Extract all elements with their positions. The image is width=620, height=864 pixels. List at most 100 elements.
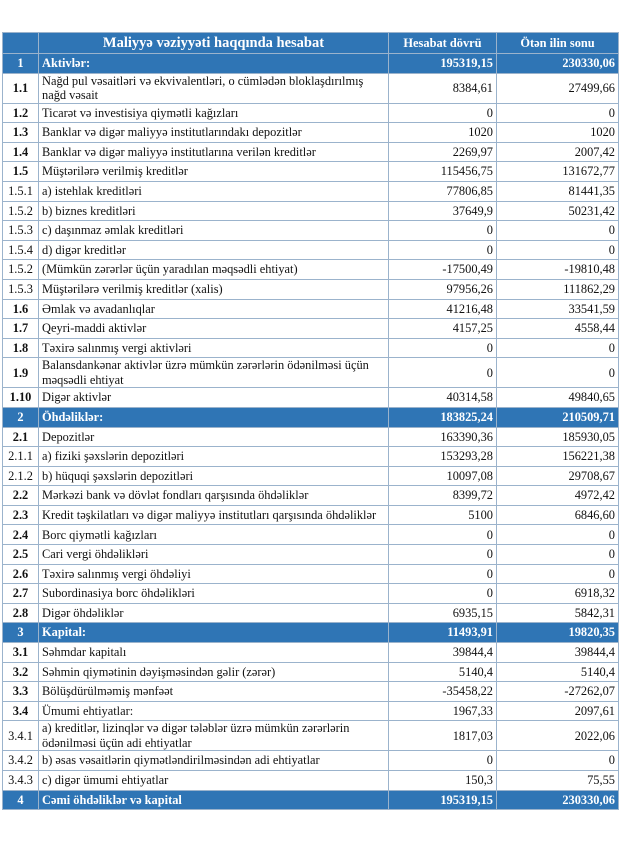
item-row: 3.3 Bölüşdürülməmiş mənfəət -35458,22 -2726… [2, 681, 619, 702]
current-value: 0 [388, 583, 497, 604]
row-label: a) kreditlər, lizinqlər və digər tələblə… [38, 720, 389, 752]
section-row: 4 Cəmi öhdəliklər və kapital 195319,15 2303… [2, 789, 619, 811]
item-row: 2.7 Subordinasiya borc öhdəlikləri 0 6918,3… [2, 583, 619, 604]
row-number: 1.5.2 [2, 259, 39, 280]
row-number: 3 [2, 622, 39, 644]
header-cell [2, 32, 39, 54]
row-label: Kredit təşkilatları və digər maliyyə ins… [38, 504, 389, 526]
current-value: 0 [388, 220, 497, 241]
row-number: 1.5.3 [2, 220, 39, 241]
section-row: 1 Aktivlər: 195319,15 230330,06 [2, 53, 619, 74]
item-row: 3.2 Səhmin qiymətinin dəyişməsindən gəlir… [2, 661, 619, 683]
previous-value: -19810,48 [496, 259, 619, 280]
previous-value: 75,55 [496, 770, 619, 791]
previous-value: 0 [496, 220, 619, 241]
previous-value: 0 [496, 524, 619, 546]
row-number: 2.8 [2, 602, 39, 624]
current-value: 37649,9 [388, 200, 497, 222]
current-value: 0 [388, 544, 497, 565]
previous-value: 131672,77 [496, 161, 619, 182]
current-value: 183825,24 [388, 406, 497, 428]
current-value: 2269,97 [388, 141, 497, 163]
row-number: 1.5.3 [2, 278, 39, 300]
previous-value: 5140,4 [496, 661, 619, 683]
header-row: Maliyyə vəziyyəti haqqında hesabat Hesab… [2, 32, 619, 54]
current-value: 0 [388, 357, 497, 389]
current-value: 41216,48 [388, 298, 497, 320]
item-row: 1.5.2 b) biznes kreditləri 37649,9 50231,42 [2, 200, 619, 222]
row-number: 3.4.1 [2, 720, 39, 752]
item-row: 1.8 Təxirə salınmış vergi aktivləri 0 0 [2, 337, 619, 359]
row-number: 3.4 [2, 700, 39, 722]
row-number: 1.4 [2, 141, 39, 163]
header-title: Maliyyə vəziyyəti haqqında hesabat [38, 32, 389, 54]
row-number: 1.5.4 [2, 239, 39, 261]
item-row: 1.4 Banklar və digər maliyyə institutları… [2, 141, 619, 163]
previous-value: 6846,60 [496, 504, 619, 526]
row-label: Depozitlər [38, 426, 389, 448]
row-label: Subordinasiya borc öhdəlikləri [38, 583, 389, 604]
row-number: 3.4.2 [2, 750, 39, 771]
current-value: 8384,61 [388, 72, 497, 104]
row-number: 2.1.1 [2, 446, 39, 467]
current-value: 5140,4 [388, 661, 497, 683]
row-number: 2.7 [2, 583, 39, 604]
current-value: 1967,33 [388, 700, 497, 722]
current-value: 115456,75 [388, 161, 497, 182]
row-label: Səhmdar kapitalı [38, 642, 389, 663]
item-row: 2.8 Digər öhdəliklər 6935,15 5842,31 [2, 602, 619, 624]
row-label: Müştərilərə verilmiş kreditlər [38, 161, 389, 182]
row-label: Bölüşdürülməmiş mənfəət [38, 681, 389, 702]
row-label: c) digər ümumi ehtiyatlar [38, 770, 389, 791]
current-value: 4157,25 [388, 318, 497, 339]
financial-table: Maliyyə vəziyyəti haqqında hesabat Hesab… [2, 32, 619, 811]
previous-value: 4972,42 [496, 485, 619, 506]
row-label: Banklar və digər maliyyə institutlarında… [38, 122, 389, 143]
section-row: 3 Kapital: 11493,91 19820,35 [2, 622, 619, 644]
item-row: 3.4 Ümumi ehtiyatlar: 1967,33 2097,61 [2, 700, 619, 722]
previous-value: -27262,07 [496, 681, 619, 702]
item-row: 1.2 Ticarət və investisiya qiymətli kağız… [2, 102, 619, 124]
previous-value: 6918,32 [496, 583, 619, 604]
item-row: 1.5.1 a) istehlak kreditləri 77806,85 81441… [2, 180, 619, 202]
current-value: 11493,91 [388, 622, 497, 644]
row-label: Digər öhdəliklər [38, 602, 389, 624]
item-row: 2.5 Cari vergi öhdəlikləri 0 0 [2, 544, 619, 565]
previous-value: 29708,67 [496, 465, 619, 487]
current-value: 8399,72 [388, 485, 497, 506]
previous-value: 0 [496, 750, 619, 771]
row-label: b) əsas vəsaitlərin qiymətləndirilməsind… [38, 750, 389, 771]
item-row: 1.3 Banklar və digər maliyyə institutları… [2, 122, 619, 143]
item-row: 2.1.1 a) fiziki şəxslərin depozitləri 1532… [2, 446, 619, 467]
header-cell: Ötən ilin sonu [496, 32, 619, 54]
row-label: Təxirə salınmış vergi aktivləri [38, 337, 389, 359]
row-label: c) daşınmaz əmlak kreditləri [38, 220, 389, 241]
previous-value: 50231,42 [496, 200, 619, 222]
row-number: 3.3 [2, 681, 39, 702]
previous-value: 2097,61 [496, 700, 619, 722]
item-row: 1.5 Müştərilərə verilmiş kreditlər 115456,… [2, 161, 619, 182]
current-value: 77806,85 [388, 180, 497, 202]
row-label: Qeyri-maddi aktivlər [38, 318, 389, 339]
previous-value: 185930,05 [496, 426, 619, 448]
current-value: 97956,26 [388, 278, 497, 300]
current-value: 195319,15 [388, 789, 497, 811]
row-number: 1.9 [2, 357, 39, 389]
previous-value: 0 [496, 102, 619, 124]
item-row: 1.5.3 Müştərilərə verilmiş kreditlər (xal… [2, 278, 619, 300]
previous-value: 0 [496, 563, 619, 585]
current-value: 1020 [388, 122, 497, 143]
row-number: 2.2 [2, 485, 39, 506]
row-label: d) digər kreditlər [38, 239, 389, 261]
row-label: a) fiziki şəxslərin depozitləri [38, 446, 389, 467]
previous-value: 111862,29 [496, 278, 619, 300]
item-row: 2.1 Depozitlər 163390,36 185930,05 [2, 426, 619, 448]
current-value: 150,3 [388, 770, 497, 791]
row-label: Cəmi öhdəliklər və kapital [38, 789, 389, 811]
item-row: 2.3 Kredit təşkilatları və digər maliyyə … [2, 504, 619, 526]
current-value: 1817,03 [388, 720, 497, 752]
current-value: 0 [388, 239, 497, 261]
previous-value: 2007,42 [496, 141, 619, 163]
current-value: 0 [388, 337, 497, 359]
